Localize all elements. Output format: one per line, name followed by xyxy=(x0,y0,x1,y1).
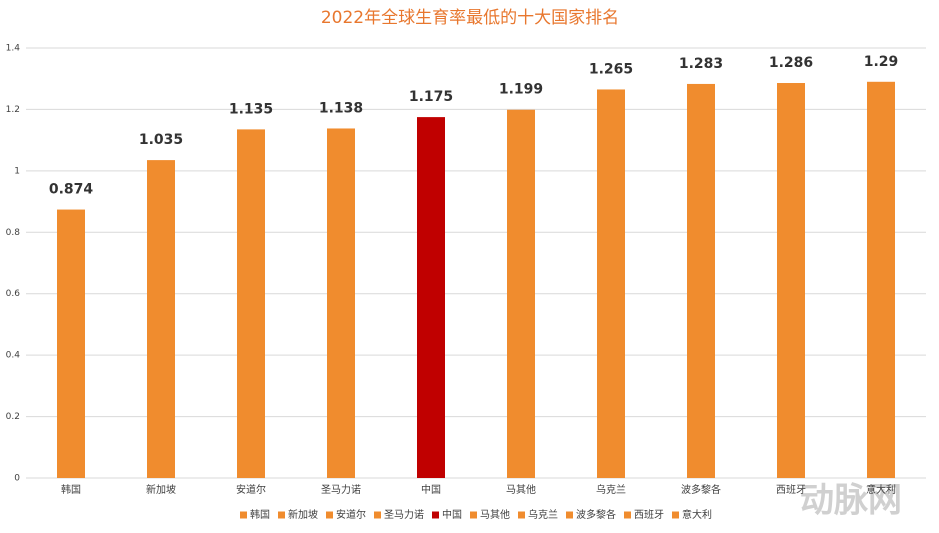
bar xyxy=(147,160,175,478)
bar xyxy=(687,83,715,478)
data-label: 1.138 xyxy=(319,100,363,116)
legend-swatch xyxy=(566,511,573,519)
y-tick-label: 1.4 xyxy=(6,44,21,54)
y-tick-label: 1 xyxy=(14,166,20,176)
legend-label: 圣马力诺 xyxy=(384,508,424,521)
y-tick-label: 1.2 xyxy=(6,105,20,115)
y-tick-label: 0.2 xyxy=(6,412,20,422)
bar xyxy=(507,109,535,478)
bar xyxy=(237,129,265,478)
legend-label: 意大利 xyxy=(682,508,712,521)
x-tick-label: 马其他 xyxy=(506,483,536,496)
data-label: 0.874 xyxy=(49,182,94,198)
x-tick-label: 新加坡 xyxy=(146,483,176,496)
legend-swatch xyxy=(326,511,333,519)
legend-swatch xyxy=(432,511,439,519)
legend-label: 乌克兰 xyxy=(528,508,558,521)
legend-label: 新加坡 xyxy=(288,508,318,521)
legend-label: 马其他 xyxy=(480,508,510,521)
data-label: 1.286 xyxy=(769,55,813,71)
data-label: 1.035 xyxy=(139,132,183,148)
x-tick-label: 中国 xyxy=(421,483,441,496)
data-label: 1.175 xyxy=(409,89,453,105)
y-tick-label: 0.6 xyxy=(6,289,21,299)
data-label: 1.135 xyxy=(229,101,273,117)
legend-label: 波多黎各 xyxy=(576,508,616,521)
data-label: 1.283 xyxy=(679,56,723,72)
legend-swatch xyxy=(374,511,381,519)
watermark: 动脉网 xyxy=(800,481,902,521)
legend-swatch xyxy=(240,511,247,519)
x-tick-label: 西班牙 xyxy=(776,484,806,496)
legend-label: 西班牙 xyxy=(634,509,664,521)
legend-swatch xyxy=(278,511,285,519)
x-tick-label: 圣马力诺 xyxy=(321,483,361,496)
x-tick-label: 安道尔 xyxy=(236,483,266,496)
legend-swatch xyxy=(672,511,679,519)
bar xyxy=(867,81,895,479)
legend-label: 安道尔 xyxy=(336,508,366,521)
bar xyxy=(417,117,445,478)
legend-label: 韩国 xyxy=(250,508,270,521)
legend-label: 中国 xyxy=(442,508,462,521)
bar xyxy=(57,209,85,479)
y-tick-label: 0 xyxy=(14,474,20,484)
x-tick-label: 波多黎各 xyxy=(681,483,721,496)
x-tick-label: 韩国 xyxy=(61,483,81,496)
chart-title: 2022年全球生育率最低的十大国家排名 xyxy=(321,8,619,28)
bar xyxy=(327,128,355,478)
x-tick-label: 意大利 xyxy=(866,483,896,496)
data-label: 1.199 xyxy=(499,82,543,98)
data-label: 1.29 xyxy=(864,54,899,70)
bar xyxy=(597,89,625,478)
y-tick-label: 0.4 xyxy=(6,351,21,361)
bar xyxy=(777,83,805,478)
y-tick-label: 0.8 xyxy=(6,228,21,238)
legend-swatch xyxy=(470,511,477,519)
legend-swatch xyxy=(624,511,631,519)
data-label: 1.265 xyxy=(589,61,633,77)
x-tick-label: 乌克兰 xyxy=(596,483,626,496)
legend-swatch xyxy=(518,511,525,519)
